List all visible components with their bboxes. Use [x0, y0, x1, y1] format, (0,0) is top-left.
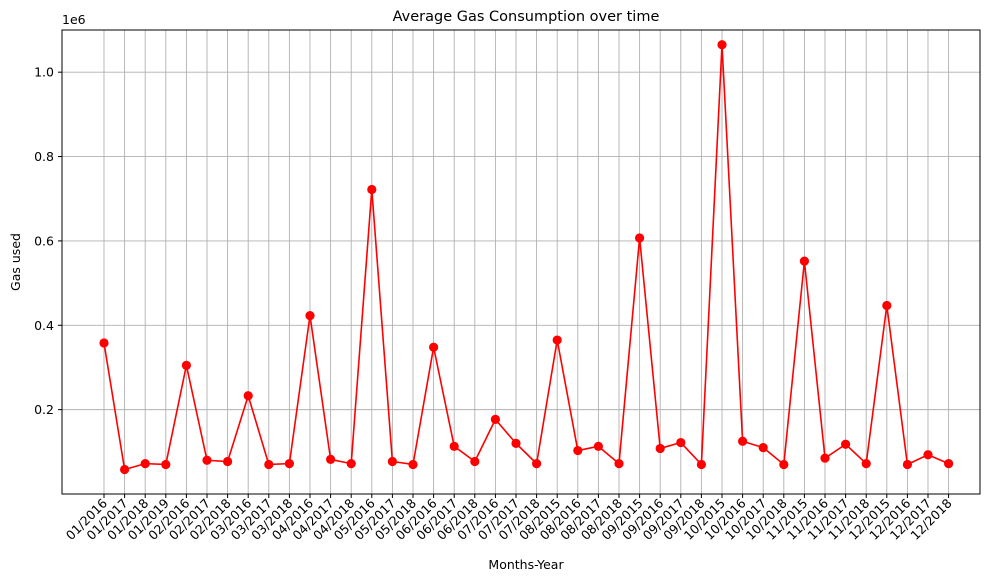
data-point	[367, 184, 377, 195]
data-point	[923, 450, 933, 460]
data-point	[264, 459, 274, 470]
grid	[62, 30, 980, 494]
data-point	[552, 335, 562, 345]
data-point	[861, 459, 871, 469]
y-tick-label: 0.8	[34, 149, 54, 164]
data-point	[593, 441, 604, 451]
data-point	[779, 459, 789, 470]
y-axis-label: Gas used	[8, 233, 23, 291]
data-point	[738, 436, 748, 446]
data-point	[305, 310, 315, 321]
data-point	[99, 338, 109, 348]
data-point	[841, 439, 851, 449]
data-point	[140, 459, 150, 469]
data-point	[532, 459, 542, 469]
chart-title: Average Gas Consumption over time	[393, 9, 660, 25]
axis-ticks: 01/201601/201701/201801/201902/201602/20…	[34, 65, 955, 543]
data-point	[676, 437, 686, 448]
data-point	[120, 464, 130, 475]
data-point	[387, 456, 397, 467]
data-point	[470, 456, 480, 467]
data-point	[614, 459, 624, 469]
data-point	[449, 441, 459, 451]
data-point	[696, 459, 707, 470]
data-point	[490, 414, 500, 424]
y-tick-label: 0.6	[34, 233, 54, 248]
data-point	[202, 455, 212, 465]
data-point	[243, 391, 253, 401]
data-point	[346, 459, 356, 469]
data-point	[717, 40, 727, 50]
series-gas-used	[99, 40, 954, 475]
x-axis-label: Months-Year	[488, 557, 564, 572]
y-tick-label: 0.4	[34, 318, 54, 333]
data-point	[408, 459, 418, 470]
data-point	[223, 456, 233, 467]
data-point	[635, 233, 645, 243]
data-point	[326, 454, 336, 465]
data-point	[573, 445, 583, 456]
data-point	[655, 443, 665, 454]
data-point	[511, 438, 521, 448]
y-axis-offset-label: 1e6	[62, 12, 86, 27]
data-point	[429, 342, 439, 352]
data-point	[944, 459, 954, 469]
data-point	[181, 360, 191, 370]
series-line	[103, 43, 949, 471]
y-tick-label: 0.2	[34, 402, 54, 417]
data-point	[758, 443, 768, 453]
data-point	[820, 453, 830, 463]
data-point	[161, 459, 171, 470]
data-point	[902, 459, 913, 470]
plot-frame	[61, 29, 981, 495]
data-point	[799, 256, 810, 266]
data-point	[284, 459, 294, 469]
data-point	[882, 300, 892, 311]
y-tick-label: 1.0	[34, 65, 54, 80]
